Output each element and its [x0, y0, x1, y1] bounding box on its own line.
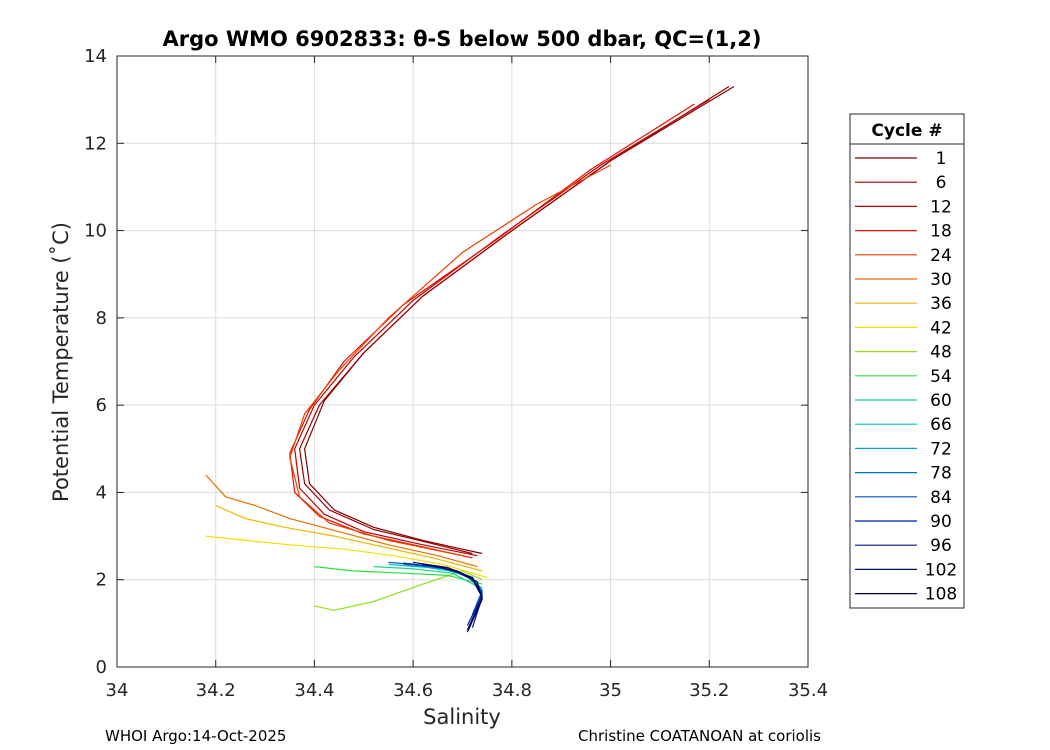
series-line-cycle-60 [373, 566, 478, 587]
series-line-cycle-102 [413, 561, 483, 631]
series-line-cycle-30 [205, 474, 478, 568]
x-tick-label: 34.8 [492, 680, 532, 701]
legend: Cycle # 1 6 12 18 24 30 36 42 48 54 60 66 72 78 84 90 96… [849, 113, 965, 609]
y-axis-label: Potential Temperature (˚C) [49, 222, 73, 502]
legend-label: 18 [930, 222, 952, 242]
legend-label: 72 [930, 439, 952, 459]
legend-title: Cycle # [871, 121, 942, 141]
legend-label: 78 [930, 464, 952, 484]
legend-label: 24 [930, 246, 952, 266]
legend-label: 30 [930, 270, 952, 290]
chart-title: Argo WMO 6902833: θ-S below 500 dbar, QC… [163, 27, 762, 51]
x-tick-label: 35.2 [689, 680, 729, 701]
legend-label: 42 [930, 318, 952, 338]
legend-label: 96 [930, 536, 952, 556]
x-axis-ticks: 34 34.2 34.4 34.6 34.8 35 35.2 35.4 [106, 56, 828, 701]
legend-box [849, 113, 965, 609]
series-line-cycle-6 [299, 85, 730, 555]
x-tick-label: 35 [599, 680, 622, 701]
legend-label: 108 [925, 585, 957, 605]
x-tick-label: 34.2 [196, 680, 236, 701]
series-line-cycle-36 [215, 504, 483, 572]
x-tick-label: 34.4 [294, 680, 334, 701]
footer-right: Christine COATANOAN at coriolis [578, 727, 821, 745]
plot-area: 34 34.2 34.4 34.6 34.8 35 35.2 35.4 0 2 4 6 8 10 12 14 [84, 46, 828, 701]
legend-label: 36 [930, 294, 952, 314]
y-axis-ticks: 0 2 4 6 8 10 12 14 [84, 46, 808, 678]
y-tick-label: 6 [96, 395, 107, 416]
series-line-cycle-108 [422, 563, 483, 633]
series-line-cycle-48 [314, 570, 483, 611]
legend-label: 90 [930, 512, 952, 532]
y-tick-label: 4 [96, 482, 107, 503]
y-tick-label: 8 [96, 308, 107, 329]
series-line-cycle-54 [314, 566, 483, 585]
x-tick-label: 35.4 [788, 680, 828, 701]
series-line-cycle-42 [205, 535, 488, 579]
legend-label: 84 [930, 488, 952, 508]
y-tick-label: 12 [84, 133, 107, 154]
x-tick-label: 34 [106, 680, 129, 701]
footer-left: WHOI Argo:14-Oct-2025 [105, 727, 286, 745]
y-tick-label: 10 [84, 221, 107, 242]
legend-label: 1 [936, 149, 947, 169]
legend-label: 102 [925, 560, 957, 580]
y-tick-label: 14 [84, 46, 107, 67]
axes-box [116, 55, 809, 668]
legend-label: 60 [930, 391, 952, 411]
legend-label: 48 [930, 343, 952, 363]
x-axis-label: Salinity [423, 705, 501, 729]
legend-label: 12 [930, 197, 952, 217]
legend-label: 54 [930, 367, 952, 387]
x-tick-label: 34.6 [393, 680, 433, 701]
series-line-cycle-24 [289, 164, 611, 557]
y-tick-label: 0 [96, 657, 107, 678]
y-tick-label: 2 [96, 570, 107, 591]
legend-label: 66 [930, 415, 952, 435]
data-lines [205, 85, 735, 633]
legend-items: 1 6 12 18 24 30 36 42 48 54 60 66 72 78 84 90 96 102 108 [855, 149, 957, 605]
legend-label: 6 [936, 173, 947, 193]
